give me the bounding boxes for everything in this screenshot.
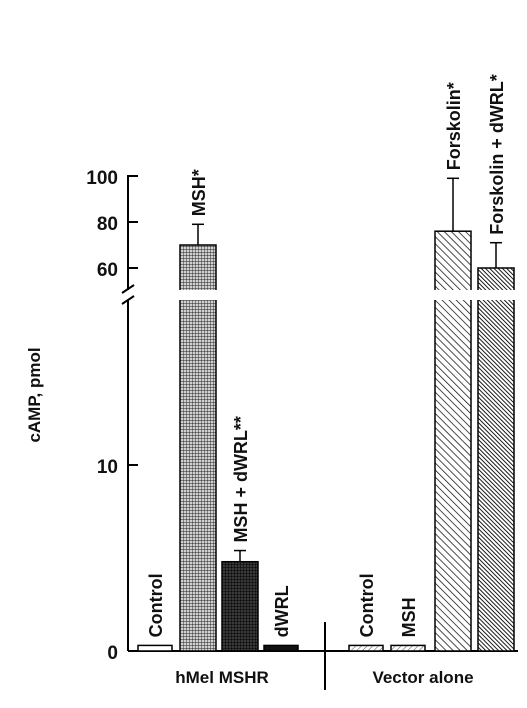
y-tick-100: 100	[86, 168, 138, 189]
y-tick-80: 80	[97, 214, 138, 235]
axis-break-gap-layer	[178, 290, 516, 300]
y-axis-label: cAMP, pmol	[25, 347, 44, 442]
y-tick-label-80: 80	[97, 214, 118, 235]
bar-label-control: Control	[357, 573, 377, 637]
bar-break-gap	[178, 290, 218, 300]
bar-vector-alone-msh	[390, 644, 426, 652]
bar-vector-alone-forskolin-dwrl	[477, 267, 515, 652]
bar-hmel-mshr-msh	[179, 244, 217, 652]
y-tick-label-100: 100	[86, 168, 118, 189]
y-tick-label-10: 10	[97, 457, 118, 478]
bar-break-gap	[476, 290, 516, 300]
y-tick-label-0: 0	[107, 643, 118, 664]
bar-label-control: Control	[146, 573, 166, 637]
group-label-vector-alone: Vector alone	[372, 668, 473, 687]
bar-label-forskolin-dwrl: Forskolin + dWRL*	[487, 74, 507, 235]
y-tick-60: 60	[97, 260, 138, 281]
bar-label-forskolin: Forskolin*	[444, 82, 464, 170]
bar-label-msh-dwrl: MSH + dWRL**	[231, 416, 251, 543]
error-bar-forskolin	[447, 177, 459, 232]
bars-layer	[137, 230, 515, 652]
error-bar-msh-dwrl	[234, 549, 246, 562]
error-bars-layer	[192, 177, 502, 562]
bar-label-msh: MSH*	[189, 169, 209, 216]
bar-hmel-mshr-control	[137, 644, 173, 652]
bar-vector-alone-control	[348, 644, 384, 652]
bar-label-msh: MSH	[399, 597, 419, 637]
bar-hmel-mshr-msh-dwrl	[221, 560, 259, 652]
error-bar-forskolin-dwrl	[490, 241, 502, 268]
axis-break-mark-1	[121, 284, 135, 294]
axis-break-mark-2	[121, 295, 135, 305]
y-tick-10: 10	[97, 457, 138, 478]
group-label-hmel-mshr: hMel MSHR	[175, 668, 269, 687]
error-bar-msh	[192, 223, 204, 245]
y-tick-label-60: 60	[97, 260, 118, 281]
bar-break-gap	[433, 290, 473, 300]
bar-hmel-mshr-dwrl	[263, 644, 299, 652]
bar-label-dwrl: dWRL	[272, 585, 292, 637]
y-tick-0: 0	[107, 643, 138, 664]
bar-labels-layer: Control MSH* MSH + dWRL** dWRL Control MSH For…	[146, 74, 507, 637]
